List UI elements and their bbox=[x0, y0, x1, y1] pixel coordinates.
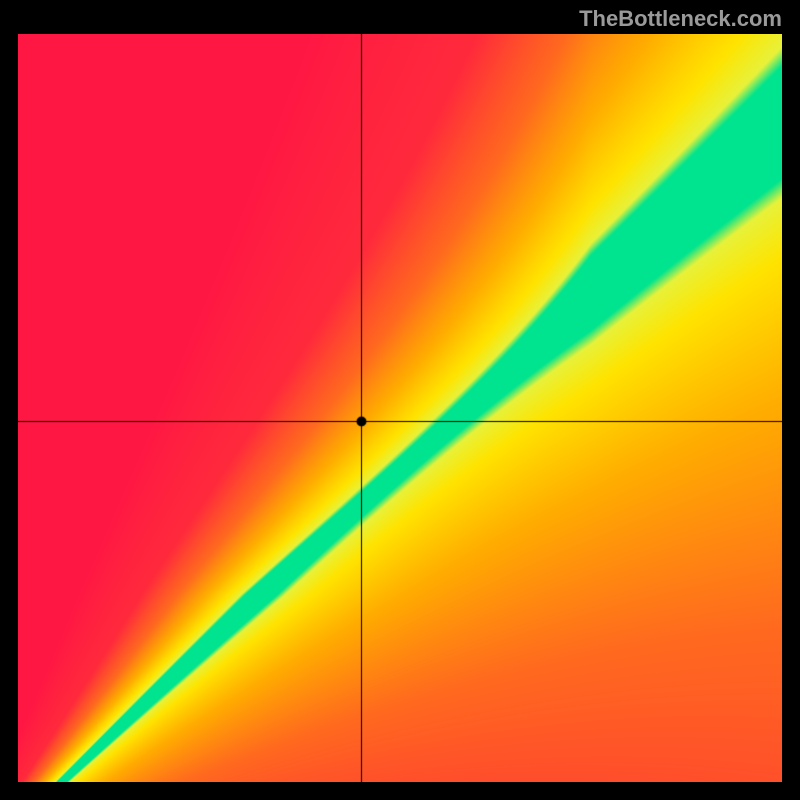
bottleneck-heatmap bbox=[18, 34, 782, 782]
watermark-label: TheBottleneck.com bbox=[579, 6, 782, 32]
